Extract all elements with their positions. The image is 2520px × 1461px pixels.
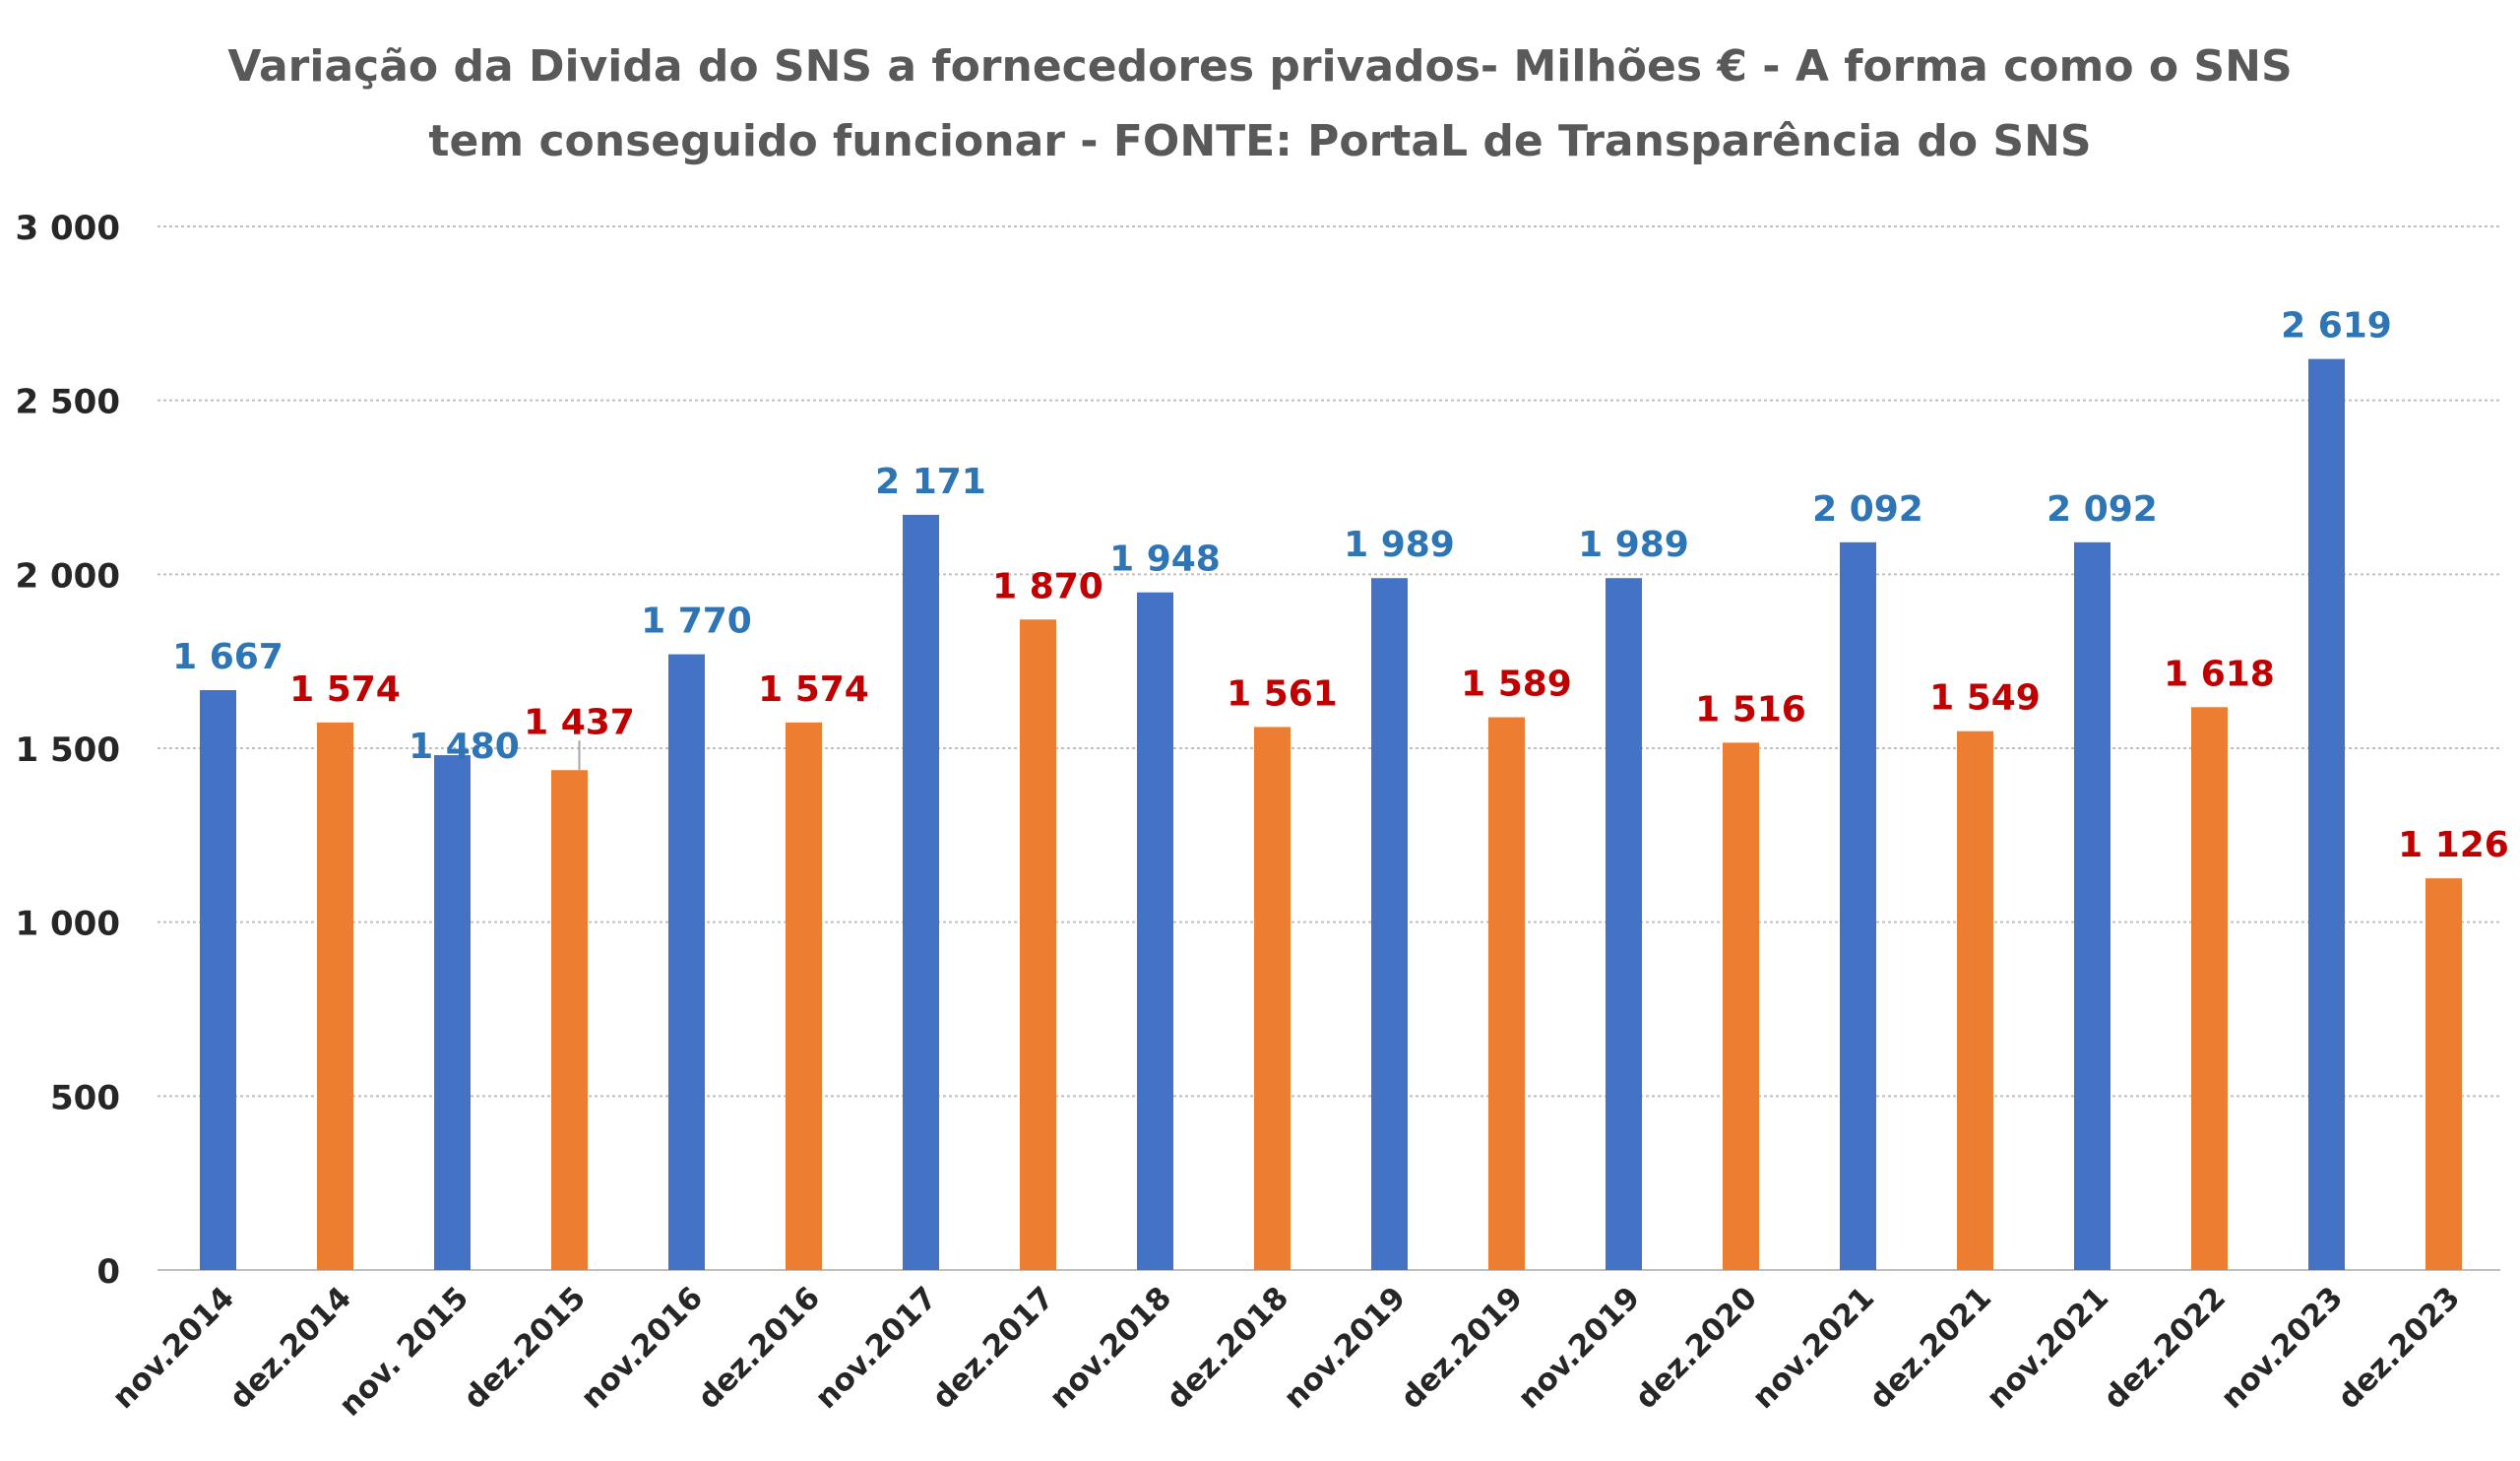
x-tick-label: nov.2018 <box>1042 1280 1178 1416</box>
bar-dez2019-11 <box>1488 717 1525 1270</box>
bar-dez2017-7 <box>1020 619 1056 1270</box>
bar-nov2021-16 <box>2074 541 2110 1270</box>
y-axis-ticks: 0 500 1 000 1 500 2 000 2 500 3 000 <box>16 209 120 1292</box>
bar-dez2021-15 <box>1957 730 1993 1270</box>
bar-nov2019-12 <box>1606 578 1642 1270</box>
y-tick-label: 1 500 <box>16 730 120 770</box>
x-tick-label: dez.2017 <box>925 1280 1061 1416</box>
chart-title: Variação da Divida do SNS a fornecedores… <box>0 30 2520 179</box>
bar-dez2020-13 <box>1723 742 1759 1270</box>
x-tick-label: nov.2023 <box>2214 1280 2350 1416</box>
bar-nov2016-4 <box>668 654 705 1270</box>
data-label: 2 092 <box>1812 489 1923 530</box>
x-tick-label: nov.2019 <box>1511 1280 1647 1416</box>
chart-title-line-1: Variação da Divida do SNS a fornecedores… <box>227 41 2293 92</box>
x-tick-label: dez.2021 <box>1862 1280 1998 1416</box>
x-tick-label: dez.2019 <box>1394 1280 1530 1416</box>
x-tick-label: nov.2016 <box>574 1280 710 1416</box>
bar-nov2021-14 <box>1840 541 1876 1270</box>
y-tick-label: 3 000 <box>16 209 120 248</box>
data-label: 1 667 <box>172 637 284 677</box>
bar-nov2018-8 <box>1137 592 1173 1270</box>
x-tick-label: nov.2019 <box>1277 1280 1413 1416</box>
x-tick-label: nov.2021 <box>1980 1280 2115 1416</box>
data-label: 1 574 <box>758 669 869 710</box>
bar-dez2018-9 <box>1254 727 1291 1270</box>
x-tick-label: dez.2023 <box>2331 1280 2467 1416</box>
bar-dez2014-1 <box>317 722 353 1270</box>
y-tick-label: 500 <box>50 1078 120 1117</box>
x-tick-label: dez.2022 <box>2097 1280 2233 1416</box>
x-tick-label: dez.2015 <box>457 1280 593 1416</box>
data-label: 1 870 <box>992 566 1103 606</box>
bar-dez2023-19 <box>2426 878 2462 1270</box>
chart-title-line-2: tem conseguido funcionar - FONTE: PortaL… <box>428 116 2092 166</box>
data-label: 2 092 <box>2047 489 2158 530</box>
data-label: 1 589 <box>1461 665 1572 705</box>
data-label: 1 574 <box>289 669 401 710</box>
x-tick-label: dez.2016 <box>691 1280 827 1416</box>
data-label: 1 437 <box>524 702 635 742</box>
x-tick-label: nov.2017 <box>808 1280 944 1416</box>
data-label: 1 549 <box>1929 678 2041 719</box>
bar-dez2022-17 <box>2191 707 2228 1270</box>
gridlines <box>158 225 2500 1271</box>
bar-nov2015-2 <box>434 755 471 1270</box>
data-label: 1 948 <box>1109 540 1221 580</box>
bar-dez2015-3 <box>551 770 588 1270</box>
data-label: 1 989 <box>1578 525 1689 565</box>
y-tick-label: 0 <box>96 1252 120 1292</box>
data-label: 1 516 <box>1695 689 1806 730</box>
x-tick-label: dez.2018 <box>1160 1280 1295 1416</box>
data-label: 1 989 <box>1344 525 1455 565</box>
bar-dez2016-5 <box>786 722 822 1270</box>
bar-nov2023-18 <box>2308 358 2345 1270</box>
bars <box>200 358 2462 1270</box>
y-tick-label: 1 000 <box>16 905 120 944</box>
bar-nov2019-10 <box>1371 578 1408 1270</box>
bar-nov2014-0 <box>200 689 236 1270</box>
data-label: 1 126 <box>2398 825 2509 865</box>
x-tick-label: dez.2020 <box>1628 1280 1764 1416</box>
data-label: 2 619 <box>2281 306 2392 347</box>
data-label: 1 480 <box>409 727 520 767</box>
data-label: 1 561 <box>1227 673 1338 714</box>
y-tick-label: 2 500 <box>16 383 120 422</box>
x-tick-label: nov.2014 <box>105 1280 241 1416</box>
data-label: 1 618 <box>2164 654 2275 694</box>
data-label: 2 171 <box>875 462 986 502</box>
x-tick-label: nov.2021 <box>1745 1280 1881 1416</box>
bar-nov2017-6 <box>903 514 939 1270</box>
data-label: 1 770 <box>641 602 752 642</box>
y-tick-label: 2 000 <box>16 556 120 596</box>
